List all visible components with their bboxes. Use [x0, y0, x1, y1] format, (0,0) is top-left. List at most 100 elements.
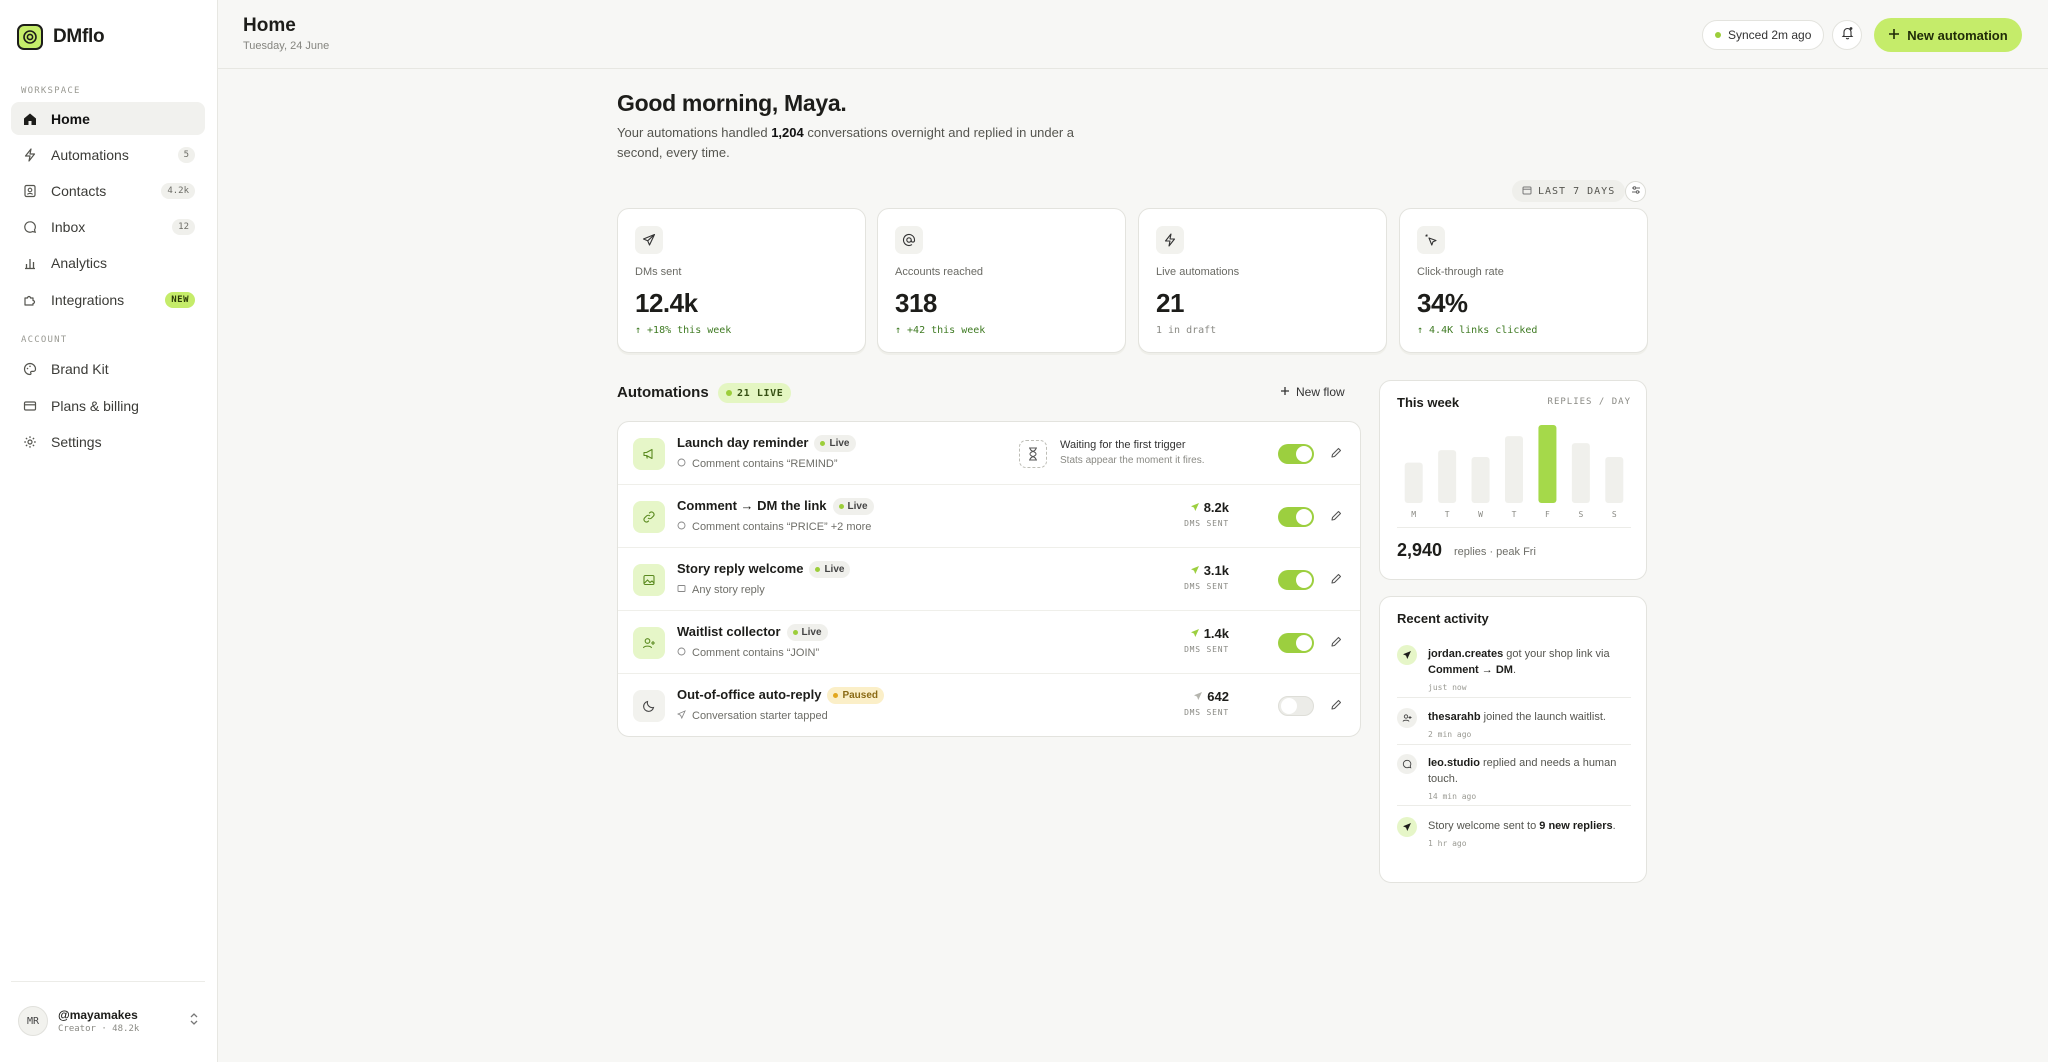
sidebar-item-label: Home — [51, 110, 90, 127]
send-icon — [1397, 645, 1417, 665]
greeting-count: 1,204 — [771, 125, 804, 140]
chart-bar[interactable] — [1538, 425, 1557, 503]
edit-icon[interactable] — [1327, 444, 1345, 462]
sidebar-item-integrations[interactable]: Integrations NEW — [11, 283, 205, 316]
user-menu[interactable]: MR @mayamakes Creator · 48.2k — [11, 1000, 205, 1042]
sidebar-item-plans-billing[interactable]: Plans & billing — [11, 389, 205, 422]
chart-bar[interactable] — [1571, 443, 1590, 503]
new-flow-button[interactable]: New flow — [1280, 385, 1345, 399]
activity-body: Story welcome sent to — [1428, 820, 1540, 832]
greeting-text: conversations overnight and replied in u… — [617, 125, 1075, 160]
automation-row[interactable]: Comment → DM the link Live Comment contai… — [618, 485, 1360, 548]
trigger-line: Conversation starter tapped — [676, 710, 828, 722]
trigger-text: Comment contains “JOIN” — [692, 647, 820, 659]
calendar-icon — [1522, 185, 1532, 198]
automation-name: Out-of-office auto-reply — [677, 687, 822, 702]
chart-tick-label: T — [1512, 510, 1517, 519]
trigger-line: Comment contains “PRICE” +2 more — [677, 521, 871, 533]
automation-row[interactable]: Out-of-office auto-reply Paused Conversat… — [618, 674, 1360, 736]
stat-label: Live automations — [1156, 266, 1240, 278]
sidebar-item-settings[interactable]: Settings — [11, 425, 205, 458]
activity-actor: jordan.creates — [1428, 648, 1504, 660]
send-icon — [1397, 817, 1417, 837]
sidebar-item-brand-kit[interactable]: Brand Kit — [11, 352, 205, 385]
filter-button[interactable] — [1625, 181, 1646, 202]
user-plus-icon — [633, 627, 665, 659]
send-small-icon — [676, 710, 686, 722]
status-text: Live — [824, 564, 845, 575]
activity-text: thesarahb joined the launch waitlist. 2 m… — [1428, 709, 1631, 743]
user-plus-icon — [1397, 708, 1417, 728]
metric-label: DMS SENT — [1184, 645, 1229, 654]
stat-card-click-through-rate[interactable]: Click-through rate 34% ↑ 4.4K links clic… — [1399, 208, 1648, 353]
sidebar-item-home[interactable]: Home — [11, 102, 205, 135]
chart-bar[interactable] — [1605, 457, 1624, 503]
sidebar-item-label: Integrations — [51, 291, 125, 308]
trigger-text: Comment contains “REMIND” — [692, 458, 838, 470]
automation-toggle[interactable] — [1278, 696, 1314, 716]
automations-title: Automations — [617, 384, 709, 401]
chart-bar[interactable] — [1471, 457, 1490, 503]
sidebar-item-label: Plans & billing — [51, 397, 139, 414]
activity-time: 1 hr ago — [1428, 839, 1467, 848]
link-icon — [633, 501, 665, 533]
sync-dot-icon — [1715, 32, 1721, 38]
metric-value: 1.4k — [1203, 626, 1229, 641]
activity-body: got your shop link via — [1503, 648, 1610, 660]
automation-toggle[interactable] — [1278, 570, 1314, 590]
stat-delta: ↑ +18% this week — [635, 325, 732, 336]
automation-row[interactable]: Story reply welcome Live Any story reply … — [618, 548, 1360, 611]
sidebar-item-inbox[interactable]: Inbox 12 — [11, 210, 205, 243]
stat-card-accounts-reached[interactable]: Accounts reached 318 ↑ +42 this week — [877, 208, 1126, 353]
metric-value: 8.2k — [1203, 500, 1229, 515]
notifications-button[interactable] — [1832, 20, 1862, 50]
brand[interactable]: DMflo — [17, 24, 105, 50]
status-text: Live — [847, 501, 868, 512]
bolt-icon — [22, 147, 38, 163]
new-automation-button[interactable]: New automation — [1874, 18, 2022, 52]
metric-value: 642 — [1207, 689, 1229, 704]
date-range-selector[interactable]: LAST 7 DAYS — [1512, 180, 1626, 202]
status-badge: Live — [809, 561, 851, 578]
live-dot-icon — [726, 390, 732, 396]
edit-icon[interactable] — [1327, 507, 1345, 525]
automation-name-line: Waitlist collector Live — [677, 624, 828, 641]
edit-icon[interactable] — [1327, 570, 1345, 588]
plus-icon — [1280, 385, 1290, 399]
chart-tick-label: M — [1411, 510, 1416, 519]
automation-toggle[interactable] — [1278, 633, 1314, 653]
chart-bar[interactable] — [1438, 450, 1457, 503]
dms-sent-metric: 1.4k DMS SENT — [1184, 626, 1229, 654]
chart-title: This week — [1397, 395, 1460, 410]
automation-name: Comment → DM the link — [677, 498, 827, 513]
waiting-title: Waiting for the first trigger — [1060, 439, 1186, 451]
sidebar-item-label: Inbox — [51, 218, 86, 235]
chart-tick-label: F — [1545, 510, 1550, 519]
sidebar-item-automations[interactable]: Automations 5 — [11, 138, 205, 171]
automation-toggle[interactable] — [1278, 507, 1314, 527]
automation-row[interactable]: Waitlist collector Live Comment contains … — [618, 611, 1360, 674]
automation-row[interactable]: Launch day reminder Live Comment contains… — [618, 422, 1360, 485]
automation-name-line: Out-of-office auto-reply Paused — [677, 687, 885, 704]
status-text: Live — [829, 438, 850, 449]
activity-body: replied and needs a human touch. — [1428, 757, 1617, 785]
edit-icon[interactable] — [1327, 633, 1345, 651]
sidebar-item-contacts[interactable]: Contacts 4.2k — [11, 174, 205, 207]
send-icon — [1190, 500, 1200, 515]
workspace-section-label: WORKSPACE — [21, 86, 81, 96]
metric-value: 3.1k — [1203, 563, 1229, 578]
send-icon — [1190, 563, 1200, 578]
activity-actor: thesarahb — [1428, 711, 1481, 723]
automation-toggle[interactable] — [1278, 444, 1314, 464]
edit-icon[interactable] — [1327, 696, 1345, 714]
sidebar-item-analytics[interactable]: Analytics — [11, 246, 205, 279]
stat-card-live-automations[interactable]: Live automations 21 1 in draft — [1138, 208, 1387, 353]
divider — [1397, 805, 1631, 806]
sidebar-item-label: Brand Kit — [51, 360, 109, 377]
topbar: Home Tuesday, 24 June Synced 2m ago New … — [218, 0, 2048, 69]
stat-card-dms-sent[interactable]: DMs sent 12.4k ↑ +18% this week — [617, 208, 866, 353]
live-count-text: 21 LIVE — [737, 387, 784, 399]
chart-bar[interactable] — [1505, 436, 1523, 503]
activity-time: 2 min ago — [1428, 730, 1472, 739]
chart-bar[interactable] — [1404, 462, 1423, 503]
